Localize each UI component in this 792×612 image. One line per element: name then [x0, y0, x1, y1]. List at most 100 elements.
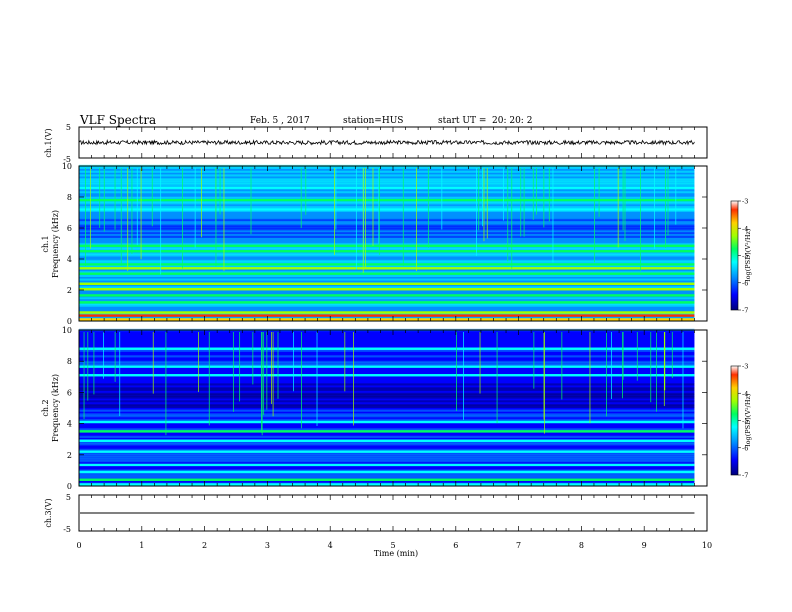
- spectrogram-band: [79, 430, 695, 433]
- spectrogram-noise-row: [79, 360, 695, 364]
- spectrogram-noise-row: [79, 405, 695, 408]
- start-ut-label: start UT =: [438, 116, 486, 126]
- start-ut-value: 20: 20: 2: [492, 116, 532, 126]
- spectrogram-noise-row: [79, 414, 695, 418]
- spectrogram-noise-row: [79, 278, 695, 281]
- spectrogram-noise-row: [79, 354, 695, 358]
- spectrogram-noise-row: [79, 181, 695, 184]
- spectrogram-noise-row: [79, 384, 695, 388]
- x-tick-label: 4: [328, 541, 333, 550]
- frequency-tick-label: 10: [62, 326, 72, 335]
- spectrogram-noise-row: [79, 246, 695, 250]
- colorbar-tick-label: -7: [742, 307, 748, 315]
- spectrogram-noise-row: [79, 469, 695, 472]
- ch1-colorbar-label: log(PSD)(V²/Hz): [744, 228, 752, 281]
- spectrogram-noise-row: [79, 241, 695, 244]
- ch1-colorbar-ticks: -3 -4 -5 -6 -7: [738, 198, 748, 315]
- spectrogram-noise-row: [79, 242, 695, 246]
- spectrogram-noise-row: [79, 459, 695, 463]
- spectrogram-noise-row: [79, 358, 695, 362]
- colorbar-tick-label: -4: [742, 225, 748, 233]
- frequency-tick-label: 2: [67, 451, 72, 460]
- spectrogram-no-data: [694, 330, 707, 486]
- spectrogram-noise-row: [79, 307, 695, 311]
- frequency-tick-label: 10: [62, 162, 72, 171]
- frequency-tick-label: 6: [67, 388, 72, 397]
- x-tick-label: 5: [390, 541, 395, 550]
- spectrogram-noise-row: [79, 192, 695, 196]
- spectrogram-band: [79, 198, 695, 202]
- frequency-tick-label: 0: [67, 317, 72, 326]
- spectrogram-band: [79, 186, 695, 189]
- spectrogram-noise-row: [79, 452, 695, 455]
- spectrogram-band: [79, 420, 695, 424]
- frequency-tick-label: 8: [67, 193, 72, 202]
- ch2-ylabel-frequency: Frequency (kHz): [51, 374, 60, 442]
- colorbar-tick-label: -6: [742, 444, 748, 452]
- spectrogram-noise-row: [79, 356, 695, 360]
- spectrogram-noise-row: [79, 412, 695, 416]
- spectrogram-noise-row: [79, 248, 695, 251]
- spectrogram-noise-row: [79, 231, 695, 235]
- spectrogram-noise-row: [79, 239, 695, 242]
- spectrogram-band: [79, 450, 695, 453]
- spectrogram-noise-row: [79, 431, 695, 435]
- spectrogram-noise-row: [79, 467, 695, 470]
- frequency-tick-label: 4: [67, 255, 72, 264]
- spectrogram-noise-row: [79, 203, 695, 207]
- spectrogram-noise-row: [79, 237, 695, 240]
- spectrogram-band: [79, 272, 695, 275]
- spectrogram-noise-row: [79, 427, 695, 431]
- spectrogram-noise-row: [79, 302, 695, 305]
- spectrogram-noise-row: [79, 177, 695, 181]
- spectrogram-noise-row: [79, 409, 695, 412]
- spectrogram-noise-row: [79, 220, 695, 224]
- ch1-frequency-tick-labels: 0 2 4 6 8 10: [62, 162, 707, 326]
- spectrogram-noise-row: [79, 291, 695, 294]
- spectrogram-band: [79, 439, 695, 442]
- x-tick-label: 10: [702, 541, 712, 550]
- spectrogram-noise-row: [79, 338, 695, 341]
- spectrogram-noise-row: [79, 235, 695, 238]
- spectrogram-noise-row: [79, 433, 695, 437]
- spectrogram-noise-row: [79, 261, 695, 264]
- ch2-colorbar: [730, 365, 739, 476]
- spectrogram-noise-row: [79, 386, 695, 390]
- spectrogram-noise-row: [79, 216, 695, 220]
- spectrogram-noise-row: [79, 454, 695, 457]
- spectrogram-band: [79, 208, 695, 211]
- spectrogram-band: [79, 463, 695, 467]
- x-tick-label: 2: [202, 541, 207, 550]
- spectrogram-noise-row: [79, 332, 695, 335]
- spectrogram-noise-row: [79, 388, 695, 392]
- spectrogram-noise-row: [79, 461, 695, 465]
- spectrogram-noise-row: [79, 168, 695, 171]
- x-tick-label: 8: [579, 541, 584, 550]
- ch3-ytick-min: -5: [63, 525, 71, 534]
- spectrogram-noise-row: [79, 274, 695, 277]
- spectrogram-noise-row: [79, 422, 695, 425]
- date-label: Feb. 5 , 2017: [250, 116, 310, 126]
- spectrogram-noise-row: [79, 214, 695, 218]
- spectrogram-noise-row: [79, 170, 695, 173]
- ch1-ylabel-frequency: Frequency (kHz): [51, 210, 60, 278]
- spectrogram-noise-row: [79, 188, 695, 192]
- ch1-spectrogram-ticks: [78, 166, 708, 321]
- spectrogram-band: [79, 483, 695, 486]
- spectrogram-noise-row: [79, 289, 695, 292]
- spectrogram-noise-row: [79, 265, 695, 268]
- spectrogram-band: [79, 282, 695, 285]
- spectrogram-noise-row: [79, 341, 695, 345]
- spectrogram-noise-row: [79, 381, 695, 384]
- spectrogram-band: [79, 314, 695, 317]
- ch2-colorbar-ticks: -3 -4 -5 -6 -7: [738, 363, 748, 480]
- spectrogram-noise-row: [79, 390, 695, 393]
- spectrogram-band: [79, 478, 695, 481]
- spectrogram-noise-row: [79, 211, 695, 214]
- colorbar-tick-label: -3: [742, 198, 748, 206]
- frequency-tick-label: 6: [67, 224, 72, 233]
- spectrogram-noise-row: [79, 298, 695, 302]
